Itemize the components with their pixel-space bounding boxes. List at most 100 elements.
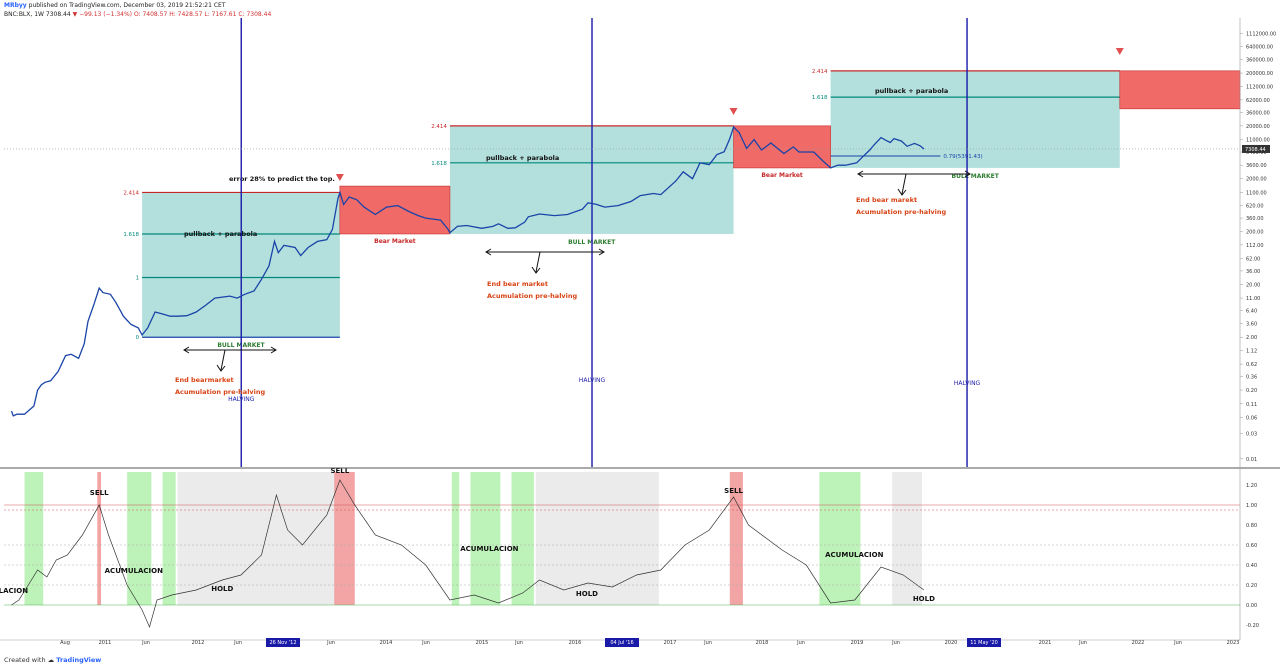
top-arrow-icon [1115, 48, 1124, 55]
accumulation-label: Acumulation pre-halving [175, 388, 266, 396]
top-arrow-icon [335, 174, 344, 181]
time-tick-label: Jun [233, 640, 242, 646]
halving-date-badge [605, 638, 639, 647]
time-tick-label: 11 May '20 [970, 640, 998, 646]
fib-level-label: 1.618 [812, 95, 828, 101]
time-tick-label: Jun [141, 640, 150, 646]
down-arrow-shaft [535, 251, 541, 273]
fib-level-label: 2.414 [123, 190, 139, 196]
osc-label: SELL [330, 467, 349, 475]
end-bear-label: End bear market [487, 280, 548, 288]
symbol-info: BNC:BLX, 1W 7308.44 ▼ −99.13 (−1.34%) O:… [4, 11, 271, 19]
price-tick-label: 620.00 [1246, 204, 1264, 210]
osc-zone-accumulation [819, 472, 861, 605]
price-tick-label: 6.40 [1246, 309, 1257, 315]
price-tick-label: 62000.00 [1246, 98, 1270, 104]
last-price: 7308.44 [45, 11, 71, 18]
halving-label: HALVING [954, 380, 981, 387]
time-tick-label: Jun [1173, 640, 1182, 646]
price-tick-label: 1100.00 [1246, 190, 1267, 196]
price-tick-label: 0.36 [1246, 375, 1257, 381]
bear-zone-2 [1119, 70, 1241, 110]
osc-tick-label: 0.00 [1246, 603, 1257, 609]
fib-level-label: 1 [136, 276, 140, 282]
halving-date-badge [266, 638, 300, 647]
footer-created: Created with [4, 656, 46, 664]
osc-tick-label: 1.20 [1246, 483, 1257, 489]
end-bear-label: End bear marekt [856, 196, 917, 204]
halving-date-badge [967, 638, 1001, 647]
pullback-label: pullback + parabola [875, 87, 948, 95]
osc-tick-label: 0.80 [1246, 523, 1257, 529]
osc-tick-label: 0.20 [1246, 583, 1257, 589]
price-tick-label: 112.00 [1246, 243, 1264, 249]
down-arrow-shaft [901, 173, 907, 195]
price-tick-label: 0.03 [1246, 432, 1257, 438]
price-tick-label: 1.12 [1246, 349, 1257, 355]
price-tick-label: 0.01 [1246, 457, 1257, 463]
price-tick-label: 0.62 [1246, 362, 1257, 368]
time-tick-label: Jun [514, 640, 523, 646]
pullback-label: pullback + parabola [486, 154, 559, 162]
bear-zone-0 [339, 185, 451, 235]
price-tick-label: 200.00 [1246, 230, 1264, 236]
time-tick-label: 2012 [192, 640, 205, 646]
osc-label: ACUMULACION [825, 551, 883, 559]
bull-market-label: BULL MARKET [952, 173, 1000, 180]
price-tick-label: 0.20 [1246, 388, 1257, 394]
price-tick-label: 3.60 [1246, 322, 1257, 328]
osc-zone-hold [535, 472, 659, 605]
halving-label: HALVING [579, 377, 606, 384]
price-change: ▼ −99.13 (−1.34%) [72, 11, 133, 18]
arrow-right-icon [270, 346, 277, 354]
price-tick-label: 200000.00 [1246, 71, 1273, 77]
publish-info: MRbyy published on TradingView.com, Dece… [4, 2, 226, 10]
osc-tick-label: 0.40 [1246, 563, 1257, 569]
osc-label: ACUMULACION [0, 587, 28, 595]
price-tick-label: 360.00 [1246, 216, 1264, 222]
footer-brand[interactable]: TradingView [56, 656, 102, 664]
time-tick-label: 2019 [851, 640, 864, 646]
fib-level-label: 0 [136, 335, 140, 341]
time-tick-label: 2023 [1227, 640, 1240, 646]
arrow-left-icon [485, 248, 492, 256]
time-tick-label: Jun [1078, 640, 1087, 646]
publish-date: published on TradingView.com, December 0… [28, 2, 226, 9]
osc-zone-accumulation [511, 472, 534, 605]
price-tick-label: 62.00 [1246, 256, 1260, 262]
price-tick-label: 2000.00 [1246, 177, 1267, 183]
accumulation-label: Acumulation pre-halving [487, 292, 578, 300]
bear-market-label: Bear Market [761, 172, 803, 179]
time-tick-label: 04 Jul '16 [610, 640, 633, 646]
price-tick-label: 11.00 [1246, 296, 1260, 302]
osc-tick-label: -0.20 [1246, 623, 1259, 629]
author-link[interactable]: MRbyy [4, 2, 27, 9]
time-tick-label: 2014 [380, 640, 393, 646]
fib-level-label: 1.618 [431, 161, 447, 167]
price-tick-label: 2.00 [1246, 335, 1257, 341]
bull-zone-2 [830, 70, 1120, 168]
time-tick-label: 2017 [664, 640, 677, 646]
last-price-badge [1242, 144, 1270, 153]
price-series-line [10, 125, 925, 417]
price-tick-label: 36000.00 [1246, 110, 1270, 116]
price-tick-label: 36.00 [1246, 269, 1260, 275]
price-tick-label: 640000.00 [1246, 44, 1273, 50]
osc-zone-hold [892, 472, 923, 605]
price-tick-label: 0.06 [1246, 416, 1257, 422]
price-tick-label: 11000.00 [1246, 138, 1270, 144]
price-tick-label: 1112000.00 [1246, 32, 1276, 38]
time-tick-label: 2015 [476, 640, 489, 646]
time-tick-label: Jun [326, 640, 335, 646]
price-tick-label: 6400.00 [1246, 150, 1267, 156]
oscillator-line [11, 479, 925, 629]
osc-label: HOLD [913, 595, 935, 603]
bear-zone-1 [733, 125, 831, 169]
osc-label: HOLD [576, 590, 598, 598]
price-tick-label: 20.00 [1246, 282, 1260, 288]
time-tick-label: 2011 [99, 640, 112, 646]
arrow-left-icon [857, 170, 864, 178]
time-tick-label: 26 Nov '12 [269, 640, 296, 646]
